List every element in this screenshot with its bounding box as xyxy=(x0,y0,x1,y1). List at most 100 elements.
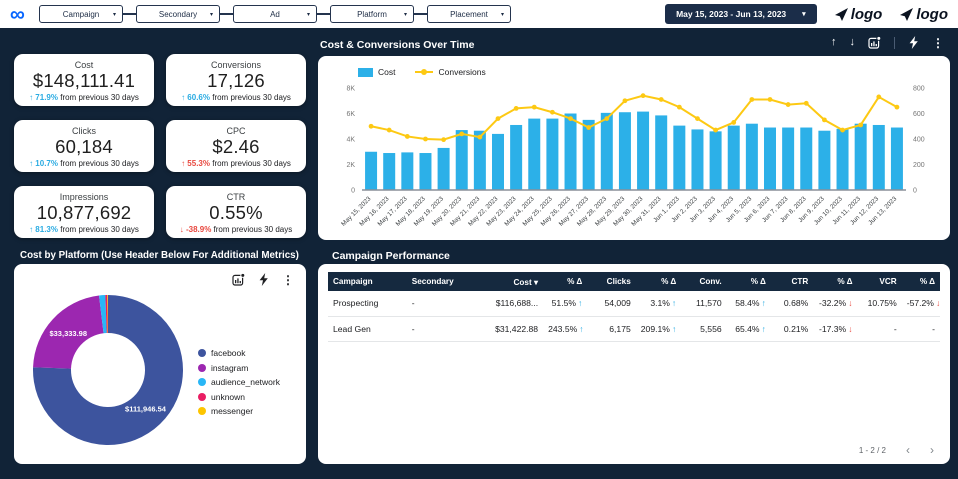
cell-value: Prospecting xyxy=(333,298,378,308)
table-cell: 243.5%↑ xyxy=(543,316,587,341)
table-cell: 51.5%↑ xyxy=(543,291,587,316)
column-header-5[interactable]: % Δ xyxy=(636,272,681,291)
lightning-icon[interactable] xyxy=(908,36,919,49)
filter-chip-placement[interactable]: Placement▾ xyxy=(427,5,511,23)
line-point-Jun 11, 2023 xyxy=(858,123,863,128)
bar-May 27, 2023 xyxy=(583,120,595,190)
line-point-May 18, 2023 xyxy=(423,137,428,142)
bar-May 15, 2023 xyxy=(365,152,377,190)
column-header-4[interactable]: Clicks xyxy=(587,272,635,291)
line-point-May 19, 2023 xyxy=(441,137,446,142)
column-header-2[interactable]: Cost ▾ xyxy=(483,272,544,291)
kpi-delta-suffix: from previous 30 days xyxy=(60,93,139,102)
svg-text:400: 400 xyxy=(913,137,925,144)
filter-chain: Campaign▾Secondary▾Ad▾Platform▾Placement… xyxy=(39,5,511,23)
column-header-3[interactable]: % Δ xyxy=(543,272,587,291)
lightning-icon[interactable] xyxy=(258,273,269,286)
kpi-delta: ↑ 55.3% from previous 30 days xyxy=(166,159,306,168)
move-down-icon[interactable]: ↓ xyxy=(850,37,856,48)
move-up-icon[interactable]: ↑ xyxy=(831,37,837,48)
column-header-11[interactable]: % Δ xyxy=(902,272,940,291)
table-cell: -32.2%↓ xyxy=(813,291,857,316)
filter-label: Campaign xyxy=(63,10,99,19)
cell-value: 3.1% xyxy=(650,298,670,308)
arrow-up-icon: ↑ xyxy=(578,298,582,308)
svg-text:600: 600 xyxy=(913,111,925,118)
bar-Jun 8, 2023 xyxy=(800,128,812,190)
more-options-icon[interactable]: ⋮ xyxy=(932,37,944,49)
table-cell: Prospecting xyxy=(328,291,407,316)
legend-item-facebook: facebook xyxy=(198,348,280,358)
bar-Jun 4, 2023 xyxy=(728,126,740,190)
bar-May 20, 2023 xyxy=(456,130,468,190)
filter-chip-ad[interactable]: Ad▾ xyxy=(233,5,317,23)
more-options-icon[interactable]: ⋮ xyxy=(282,274,294,286)
arrow-up-icon: ↑ xyxy=(672,298,676,308)
chevron-down-icon: ▾ xyxy=(210,11,213,18)
date-range-picker[interactable]: May 15, 2023 - Jun 13, 2023 ▾ xyxy=(665,4,817,24)
pagination-next-icon[interactable]: › xyxy=(930,444,934,456)
export-report-icon[interactable] xyxy=(232,273,245,286)
toolbar-divider xyxy=(894,37,895,49)
column-header-1[interactable]: Secondary xyxy=(407,272,483,291)
kpi-delta-suffix: from previous 30 days xyxy=(214,225,293,234)
export-report-icon[interactable] xyxy=(868,36,881,49)
line-point-May 15, 2023 xyxy=(369,124,374,129)
cell-value: 5,556 xyxy=(700,324,722,334)
filter-chip-secondary[interactable]: Secondary▾ xyxy=(136,5,220,23)
chevron-down-icon: ▾ xyxy=(113,11,116,18)
chevron-down-icon: ▾ xyxy=(501,11,504,18)
table-cell: 6,175 xyxy=(587,316,635,341)
combo-chart: 02K4K6K8K0200400600800May 15, 2023May 16… xyxy=(318,84,950,238)
table-row: Prospecting-$116,688...51.5%↑54,0093.1%↑… xyxy=(328,291,940,316)
kpi-delta-suffix: from previous 30 days xyxy=(212,93,291,102)
cost-swatch-icon xyxy=(358,68,373,77)
donut-chart: $111,946.54$33,333.98 xyxy=(26,288,190,452)
kpi-value: $148,111.41 xyxy=(14,70,154,92)
pagination-prev-icon[interactable]: ‹ xyxy=(906,444,910,456)
performance-table: CampaignSecondaryCost ▾% ΔClicks% ΔConv.… xyxy=(328,272,940,342)
bar-Jun 2, 2023 xyxy=(691,129,703,190)
column-header-9[interactable]: % Δ xyxy=(813,272,857,291)
line-point-Jun 10, 2023 xyxy=(840,128,845,133)
table-cell: $116,688... xyxy=(483,291,544,316)
filter-connector xyxy=(123,13,136,15)
bar-May 31, 2023 xyxy=(655,115,667,190)
line-point-Jun 12, 2023 xyxy=(876,95,881,100)
arrow-up-icon: ↑ xyxy=(672,324,676,334)
kpi-delta: ↑ 10.7% from previous 30 days xyxy=(14,159,154,168)
legend-item-unknown: unknown xyxy=(198,392,280,402)
legend-dot-icon xyxy=(198,393,206,401)
cell-value: 10.75% xyxy=(868,298,897,308)
kpi-label: CTR xyxy=(166,192,306,202)
column-header-8[interactable]: CTR xyxy=(771,272,813,291)
line-point-Jun 6, 2023 xyxy=(768,97,773,102)
cell-value: $31,422.88 xyxy=(495,324,538,334)
kpi-card-ctr: CTR0.55%↓ -38.9% from previous 30 days xyxy=(166,186,306,238)
column-header-10[interactable]: VCR xyxy=(858,272,902,291)
line-point-Jun 5, 2023 xyxy=(749,97,754,102)
kpi-delta-suffix: from previous 30 days xyxy=(60,225,139,234)
kpi-delta: ↑ 81.3% from previous 30 days xyxy=(14,225,154,234)
bar-May 23, 2023 xyxy=(510,125,522,190)
kpi-card-impressions: Impressions10,877,692↑ 81.3% from previo… xyxy=(14,186,154,238)
cell-value: - xyxy=(894,324,897,334)
filter-chip-campaign[interactable]: Campaign ▾ xyxy=(39,5,123,23)
bar-Jun 11, 2023 xyxy=(855,124,867,190)
filter-connector xyxy=(414,13,427,15)
column-header-6[interactable]: Conv. xyxy=(681,272,726,291)
bar-Jun 5, 2023 xyxy=(746,124,758,190)
column-header-7[interactable]: % Δ xyxy=(727,272,771,291)
bar-May 26, 2023 xyxy=(565,114,577,191)
kpi-delta-suffix: from previous 30 days xyxy=(212,159,291,168)
arrow-down-icon: ↓ xyxy=(848,298,852,308)
column-header-0[interactable]: Campaign xyxy=(328,272,407,291)
legend-item-conversions: Conversions xyxy=(415,67,485,77)
kpi-delta-percent: -38.9% xyxy=(184,225,214,234)
filter-chip-platform[interactable]: Platform▾ xyxy=(330,5,414,23)
line-point-May 22, 2023 xyxy=(496,116,501,121)
kpi-label: Impressions xyxy=(14,192,154,202)
table-row: Lead Gen-$31,422.88243.5%↑6,175209.1%↑5,… xyxy=(328,316,940,341)
arrow-up-icon: ↑ xyxy=(762,324,766,334)
combo-chart-legend: Cost Conversions xyxy=(358,67,486,77)
